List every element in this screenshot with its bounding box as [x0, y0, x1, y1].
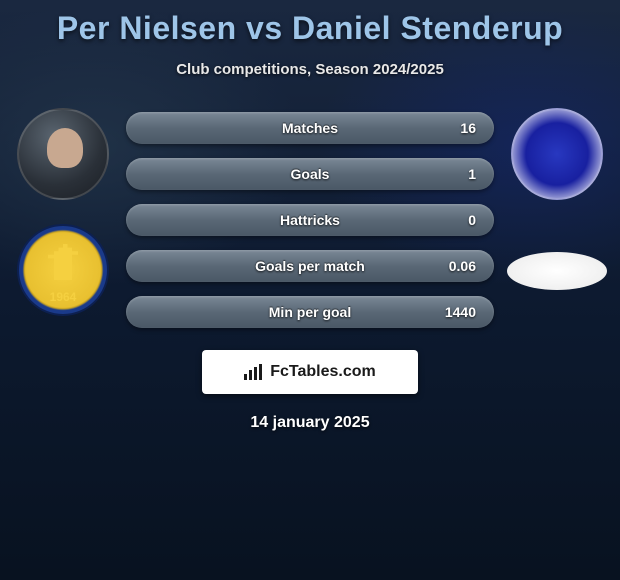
stat-right-value: 0 — [436, 212, 476, 228]
right-club-badge — [507, 252, 607, 290]
stat-bar-goals-per-match: Goals per match 0.06 — [126, 250, 494, 282]
brand-footer: FcTables.com — [202, 350, 418, 394]
right-player-avatar — [511, 108, 603, 200]
stat-bar-goals: Goals 1 — [126, 158, 494, 190]
left-player-column — [8, 108, 118, 316]
stat-right-value: 0.06 — [436, 258, 476, 274]
stat-label: Hattricks — [280, 212, 340, 228]
left-club-badge — [17, 224, 109, 316]
stat-bar-matches: Matches 16 — [126, 112, 494, 144]
main-row: Matches 16 Goals 1 Hattricks 0 Goals per… — [0, 108, 620, 328]
chart-icon — [244, 364, 264, 380]
brand-text: FcTables.com — [270, 363, 376, 381]
stat-right-value: 1 — [436, 166, 476, 182]
stat-right-value: 16 — [436, 120, 476, 136]
right-player-column — [502, 108, 612, 290]
stat-label: Goals per match — [255, 258, 365, 274]
stat-right-value: 1440 — [436, 304, 476, 320]
stat-bar-hattricks: Hattricks 0 — [126, 204, 494, 236]
season-subtitle: Club competitions, Season 2024/2025 — [0, 61, 620, 78]
stat-bar-min-per-goal: Min per goal 1440 — [126, 296, 494, 328]
content-wrapper: Per Nielsen vs Daniel Stenderup Club com… — [0, 0, 620, 432]
comparison-title: Per Nielsen vs Daniel Stenderup — [0, 0, 620, 47]
stats-column: Matches 16 Goals 1 Hattricks 0 Goals per… — [118, 112, 502, 328]
stat-label: Matches — [282, 120, 338, 136]
stat-label: Min per goal — [269, 304, 351, 320]
left-player-avatar — [17, 108, 109, 200]
stat-label: Goals — [291, 166, 330, 182]
date-text: 14 january 2025 — [0, 414, 620, 432]
